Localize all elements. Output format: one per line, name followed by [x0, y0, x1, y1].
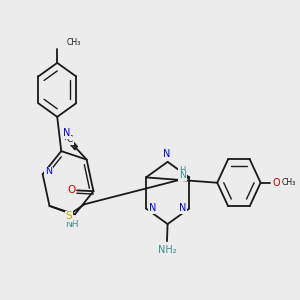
- Text: N: N: [179, 203, 186, 214]
- Text: CH₃: CH₃: [66, 38, 81, 47]
- Text: N: N: [179, 172, 186, 181]
- Text: NH: NH: [65, 220, 79, 229]
- Text: NH₂: NH₂: [158, 245, 176, 255]
- Text: N: N: [163, 149, 171, 160]
- Text: N: N: [149, 203, 156, 214]
- Text: C: C: [67, 135, 73, 144]
- Text: N: N: [45, 167, 52, 176]
- Text: S: S: [65, 212, 72, 221]
- Text: O: O: [67, 185, 75, 195]
- Text: CH₃: CH₃: [282, 178, 296, 187]
- Text: N: N: [63, 128, 70, 138]
- Text: O: O: [272, 178, 280, 188]
- Text: H: H: [179, 166, 185, 175]
